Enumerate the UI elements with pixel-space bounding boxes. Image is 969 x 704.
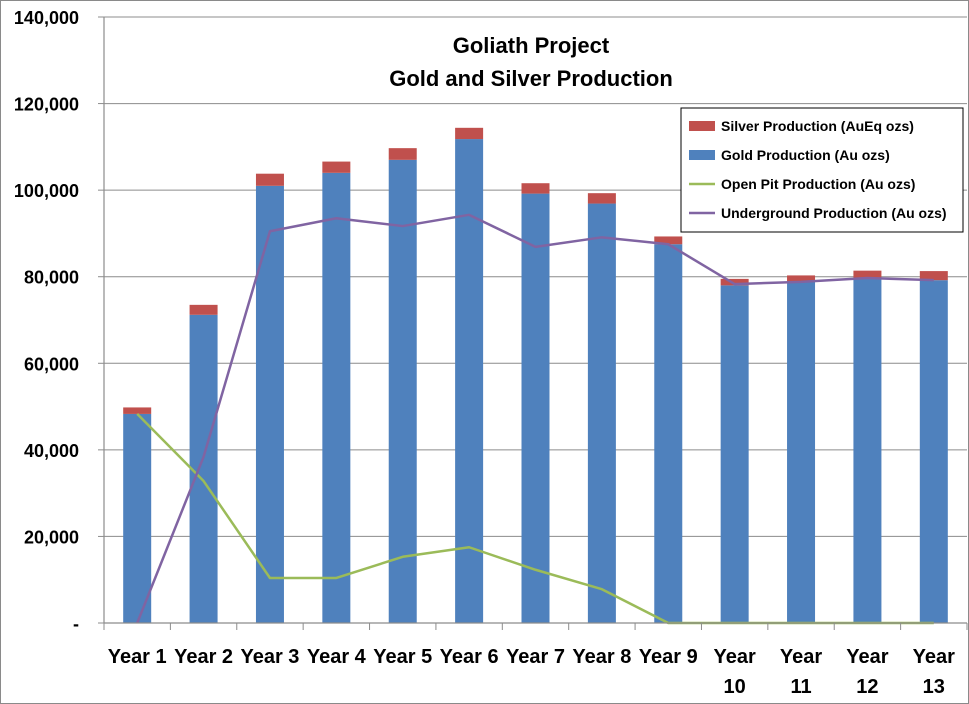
x-tick-label-line: 12 — [856, 676, 878, 698]
bar-silver-8 — [587, 193, 616, 204]
y-tick-label: - — [73, 614, 79, 634]
bar-silver-3 — [255, 173, 284, 186]
bar-gold-11 — [787, 281, 816, 623]
chart-title: Goliath Project — [453, 33, 610, 58]
x-tick-label: Year 1 — [108, 646, 167, 668]
underground-line — [136, 213, 934, 624]
y-tick-label: 80,000 — [24, 268, 79, 288]
x-tick-label: Year 2 — [174, 646, 233, 668]
x-tick-label-line: Year 8 — [572, 646, 631, 668]
bar-gold-3 — [255, 185, 284, 624]
legend-label: Silver Production (AuEq ozs) — [721, 118, 914, 134]
bar-gold-8 — [587, 203, 616, 623]
x-tick-label-line: Year — [846, 646, 888, 668]
x-tick-label: Year 13 — [913, 646, 955, 698]
y-tick-label: 40,000 — [24, 441, 79, 461]
y-tick-labels: - 20,000 40,000 60,000 80,000 100,000 120,000 1… — [14, 8, 79, 634]
x-tick-label-line: Year 6 — [440, 646, 499, 668]
chart-subtitle: Gold and Silver Production — [389, 66, 673, 91]
y-tick-label: 60,000 — [24, 354, 79, 374]
bar-silver-6 — [455, 127, 484, 140]
y-tick-label: 20,000 — [24, 527, 79, 547]
x-tick-label-line: 13 — [923, 676, 945, 698]
bar-gold-1 — [123, 413, 152, 623]
x-tick-label-line: Year — [780, 646, 822, 668]
bar-silver-13 — [919, 271, 948, 281]
x-tick-label-line: Year 4 — [307, 646, 367, 668]
bar-silver-12 — [853, 270, 882, 279]
legend-label: Open Pit Production (Au ozs) — [721, 176, 915, 192]
x-tick-label: Year 4 — [307, 646, 367, 668]
x-tick-label-line: Year 2 — [174, 646, 233, 668]
x-tick-label-line: Year 5 — [373, 646, 432, 668]
legend-box — [680, 107, 964, 233]
y-tick-label: 100,000 — [14, 181, 79, 201]
x-tick-label: Year 10 — [714, 646, 756, 698]
x-tick-labels: Year 1 Year 2 Year 3 Year 4 Year 5 Year 6 Year… — [108, 646, 955, 698]
axes — [98, 16, 968, 630]
x-tick-label-line: Year 7 — [506, 646, 565, 668]
y-tick-label: 120,000 — [14, 95, 79, 115]
bar-gold-10 — [720, 285, 749, 623]
bar-silver-9 — [654, 236, 683, 245]
x-tick-label: Year 11 — [780, 646, 822, 698]
x-tick-label-line: Year — [714, 646, 756, 668]
x-tick-label: Year 5 — [373, 646, 432, 668]
bar-silver-2 — [189, 304, 218, 315]
bar-gold-7 — [521, 193, 550, 623]
x-tick-label-line: Year 1 — [108, 646, 167, 668]
legend-swatch — [689, 121, 715, 131]
x-tick-label: Year 7 — [506, 646, 565, 668]
x-tick-label-line: 10 — [724, 676, 746, 698]
legend: Silver Production (AuEq ozs) Gold Product… — [680, 107, 964, 233]
legend-label: Underground Production (Au ozs) — [721, 205, 947, 221]
bar-silver-1 — [123, 407, 152, 414]
x-tick-label: Year 9 — [639, 646, 698, 668]
bar-gold-5 — [388, 159, 417, 624]
x-tick-label-line: 11 — [790, 676, 811, 698]
x-tick-label: Year 6 — [440, 646, 499, 668]
x-tick-label-line: Year 3 — [240, 646, 299, 668]
legend-label: Gold Production (Au ozs) — [721, 147, 890, 163]
x-tick-label: Year 8 — [572, 646, 631, 668]
bar-gold-2 — [189, 314, 218, 623]
bar-silver-10 — [720, 278, 749, 286]
bar-silver-5 — [388, 148, 417, 160]
x-tick-label-line: Year 9 — [639, 646, 698, 668]
legend-swatch — [689, 150, 715, 160]
bar-silver-11 — [787, 275, 816, 282]
bar-gold-13 — [919, 280, 948, 623]
bar-silver-4 — [322, 161, 351, 173]
bar-silver-7 — [521, 183, 550, 194]
bar-gold-4 — [322, 172, 351, 624]
bar-gold-9 — [654, 244, 683, 623]
y-tick-label: 140,000 — [14, 8, 79, 28]
x-tick-label: Year 3 — [240, 646, 299, 668]
x-tick-label-line: Year — [913, 646, 955, 668]
bar-gold-12 — [853, 278, 882, 623]
x-tick-label: Year 12 — [846, 646, 888, 698]
